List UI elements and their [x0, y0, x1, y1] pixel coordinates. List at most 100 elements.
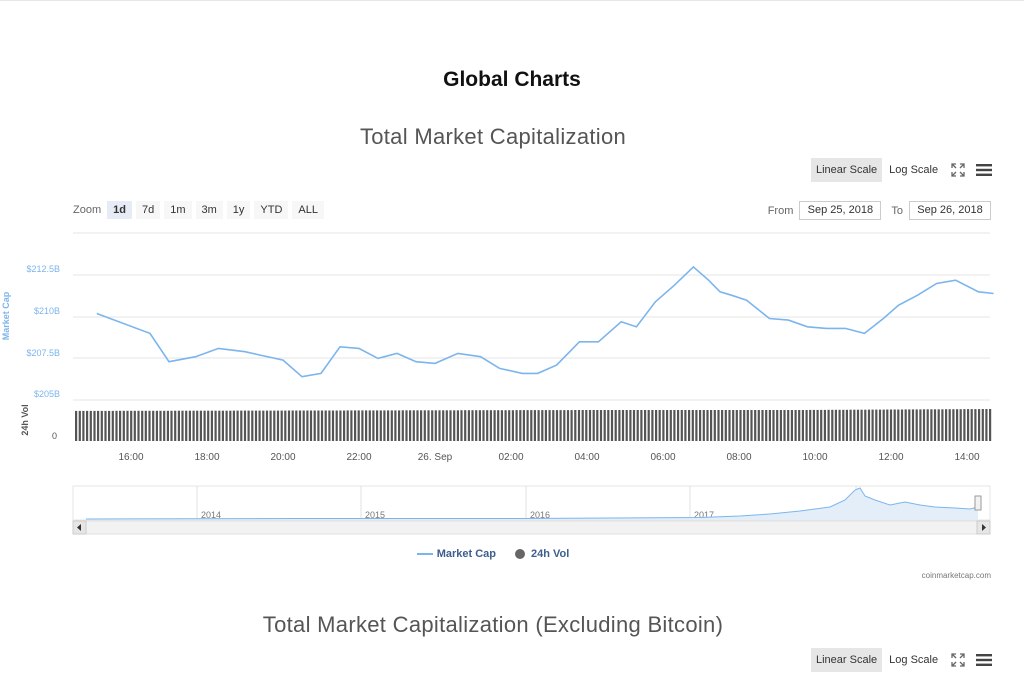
navigator-handle[interactable] — [974, 495, 982, 511]
zoom-button-all[interactable]: ALL — [292, 201, 324, 219]
volume-bar — [412, 410, 415, 441]
volume-bar — [603, 410, 606, 441]
volume-bar — [607, 410, 610, 441]
volume-bar — [423, 410, 426, 441]
volume-bar — [471, 410, 474, 441]
x-tick-label: 08:00 — [726, 452, 751, 463]
volume-bar — [181, 410, 184, 441]
zoom-button-1y[interactable]: 1y — [226, 201, 251, 219]
volume-bar — [632, 410, 636, 441]
fullscreen-icon[interactable] — [947, 159, 969, 181]
volume-bar — [878, 409, 882, 441]
menu-icon-glyph — [976, 164, 993, 176]
zoom-button-1m[interactable]: 1m — [164, 201, 192, 219]
zoom-button-7d[interactable]: 7d — [135, 201, 161, 219]
menu-icon[interactable] — [973, 159, 995, 181]
volume-bar — [864, 409, 867, 441]
volume-bar — [599, 410, 603, 441]
volume-bar — [526, 410, 529, 441]
volume-bar — [398, 410, 401, 441]
zoom-button-1d[interactable]: 1d — [107, 201, 132, 219]
volume-bar — [629, 410, 632, 441]
volume-bar — [320, 410, 324, 441]
log-scale-button[interactable]: Log Scale — [889, 164, 939, 176]
volume-bar — [754, 410, 757, 441]
volume-bar — [104, 410, 107, 441]
volume-bar — [269, 410, 272, 441]
scrollbar-track[interactable] — [72, 520, 991, 535]
volume-bar — [889, 409, 893, 441]
volume-bar — [970, 409, 973, 441]
zoom-label: Zoom — [73, 204, 102, 216]
volume-bar — [486, 410, 489, 441]
volume-bar — [592, 410, 595, 441]
date-range-selector: From To — [762, 201, 991, 220]
volume-bar — [541, 410, 544, 441]
market-cap-line — [96, 265, 994, 378]
volume-bar — [897, 409, 900, 441]
fullscreen-icon[interactable] — [947, 649, 969, 671]
volume-bar — [298, 410, 302, 441]
linear-scale-button[interactable]: Linear Scale — [811, 648, 883, 672]
volume-bar — [933, 409, 937, 441]
volume-bar — [574, 410, 577, 441]
volume-bar — [860, 409, 863, 441]
volume-bar — [346, 410, 349, 441]
volume-bar — [482, 410, 485, 441]
navigator-area — [86, 488, 978, 520]
x-tick-label: 06:00 — [650, 452, 675, 463]
volume-bar — [166, 410, 169, 441]
volume-bar — [75, 410, 78, 441]
volume-bar — [761, 410, 764, 441]
linear-scale-button[interactable]: Linear Scale — [811, 158, 883, 182]
volume-bar — [544, 410, 547, 441]
volume-bar — [350, 410, 353, 441]
volume-bar — [820, 409, 823, 441]
x-tick-label: 20:00 — [270, 452, 295, 463]
scale-toggle-group: Linear Scale Log Scale — [811, 158, 995, 182]
volume-bar — [247, 410, 250, 441]
volume-bar — [133, 410, 136, 441]
from-date-input[interactable] — [799, 201, 882, 220]
volume-bar — [214, 410, 217, 441]
zoom-button-ytd[interactable]: YTD — [254, 201, 289, 219]
volume-bar — [240, 410, 243, 441]
to-label: To — [891, 204, 903, 217]
volume-bar — [93, 410, 96, 441]
volume-bar — [309, 410, 313, 441]
legend-item-volume[interactable]: 24h Vol — [514, 548, 569, 560]
volume-bar — [721, 410, 724, 441]
volume-bar — [177, 410, 180, 441]
volume-bar — [218, 410, 221, 441]
y-tick-label: $212.5B — [26, 264, 60, 274]
volume-bar — [302, 410, 305, 441]
log-scale-button[interactable]: Log Scale — [889, 654, 939, 666]
volume-bar — [559, 410, 562, 441]
volume-bar — [111, 410, 114, 441]
volume-bar — [383, 410, 386, 441]
volume-bar — [368, 410, 371, 441]
volume-bar — [464, 410, 467, 441]
y-tick-label: $205B — [34, 389, 60, 399]
line-legend-icon — [416, 553, 433, 555]
fullscreen-icon-glyph — [951, 653, 965, 667]
legend-item-market-cap[interactable]: Market Cap — [416, 548, 496, 560]
volume-bar — [787, 410, 790, 441]
volume-bar — [243, 410, 247, 441]
volume-bar — [258, 410, 261, 441]
volume-bar — [199, 410, 202, 441]
volume-bar — [376, 410, 379, 441]
menu-icon[interactable] — [973, 649, 995, 671]
x-tick-label: 18:00 — [194, 452, 219, 463]
volume-bar — [735, 410, 738, 441]
volume-bar — [394, 410, 397, 441]
menu-icon-glyph — [976, 654, 993, 666]
volume-bar — [159, 410, 162, 441]
volume-bar — [981, 409, 984, 441]
volume-bar — [262, 410, 265, 441]
to-date-input[interactable] — [909, 201, 991, 220]
top-divider — [0, 0, 1024, 1]
zoom-button-3m[interactable]: 3m — [195, 201, 223, 219]
volume-bar — [563, 410, 566, 441]
volume-bar — [379, 410, 382, 441]
